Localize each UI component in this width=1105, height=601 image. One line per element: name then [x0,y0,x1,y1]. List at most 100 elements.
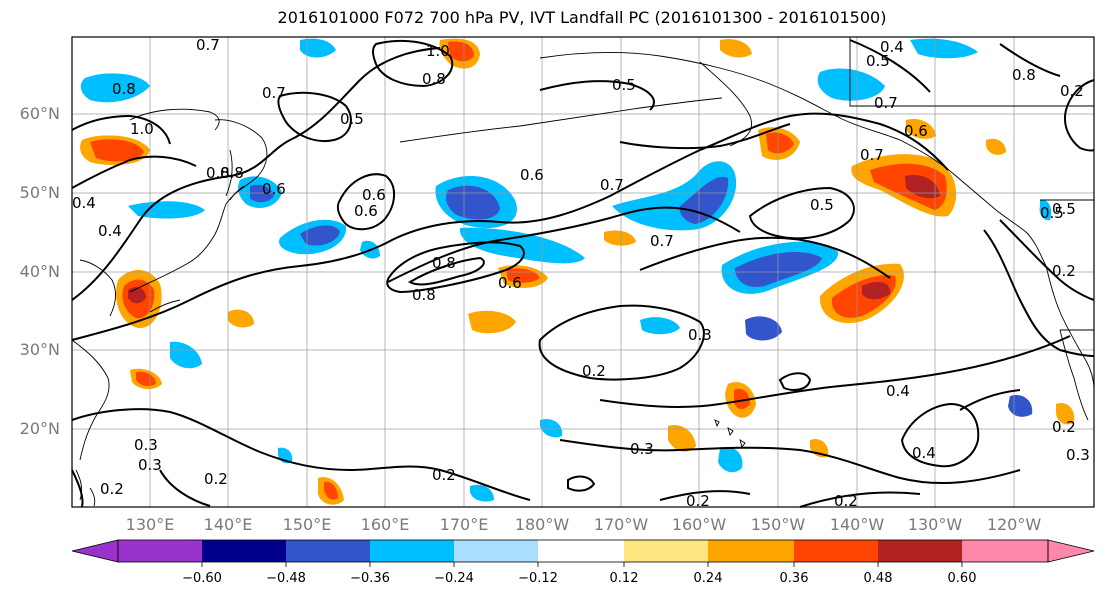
shade-neg-18 [470,484,494,502]
contour-label: 0.6 [262,180,286,198]
contour-15 [336,173,395,231]
shade-pos-7 [468,310,516,334]
contour-22 [639,236,891,279]
contour-label: 0.8 [220,164,244,182]
contour-label: 0.2 [100,480,124,498]
colorbar-tick-label: −0.24 [434,571,474,586]
contour-5 [408,256,485,286]
lon-label: 170°E [439,515,489,534]
contour-label: 0.5 [810,196,834,214]
colorbar-segment [878,540,962,562]
contour-13 [999,219,1095,301]
contour-label: 0.7 [650,232,674,250]
contour-3 [387,206,741,283]
shade-pos-13b [136,371,156,387]
contour-label: 0.8 [112,80,136,98]
coast-japan [129,185,245,313]
contour-label: 0.7 [262,84,286,102]
contour-12 [983,229,1095,357]
colorbar-segment [624,540,708,562]
coast-baja [1059,329,1089,421]
contour-label: 0.8 [206,164,230,182]
lat-label: 60°N [19,104,60,123]
lat-label: 30°N [19,340,60,359]
shade-neg-12 [170,341,202,369]
contour-29 [659,490,751,501]
contour-label: 1.0 [426,42,450,60]
contour-10 [748,186,855,240]
coast-china [71,339,110,461]
shade-neg-10 [640,317,680,335]
contour-label: 0.2 [1052,418,1076,436]
contour-9 [559,439,1021,485]
lon-label: 150°W [750,515,806,534]
shade-neg-7 [80,73,150,103]
island-hawaii [714,419,746,448]
contour-label: 0.2 [834,492,858,510]
lon-label: 170°W [593,515,649,534]
colorbar-outline [117,539,1049,563]
colorbar-extend-low [71,539,119,563]
contour-label: 0.2 [582,362,606,380]
pc-shading [80,38,1075,505]
contour-27 [71,469,84,508]
colorbar-segment [708,540,794,562]
contour-30 [799,491,921,508]
contour-label: 0.2 [432,466,456,484]
colorbar-tick-label: 0.48 [863,571,893,586]
shade-pos-2c [862,281,891,300]
lon-label: 160°W [671,515,727,534]
colorbar-segment [454,540,538,562]
coast-aleutians [399,97,723,143]
contour-label: 0.5 [1040,204,1064,222]
contour-label: 0.4 [886,382,910,400]
lon-label: 180°W [514,515,570,534]
colorbar-segment [202,540,286,562]
contour-31 [959,389,1021,411]
contour-28 [159,469,211,507]
contour-1 [71,47,441,301]
shade-pos-8b [734,388,750,410]
contour-21 [619,123,791,150]
shade-pos-15 [228,309,254,328]
shade-neg-16 [300,38,336,58]
contour-label: 0.6 [354,202,378,220]
lon-label: 130°W [907,515,963,534]
contour-label: 0.3 [688,326,712,344]
shade-neg-15 [910,38,978,59]
lon-label: 140°W [829,515,885,534]
shade-pos-16 [1056,402,1075,425]
shade-pos-5b [448,41,474,62]
shade-neg-9 [817,68,885,101]
shade-neg-1b [446,185,500,220]
contour-label: 0.3 [1066,446,1090,464]
contour-label: 0.7 [600,176,624,194]
map-frame [71,36,1095,508]
contour-label: 0.8 [412,286,436,304]
contour-label: 0.4 [72,194,96,212]
shade-pos-14 [604,230,636,246]
shade-pos-10 [720,39,752,58]
contour-2 [71,112,949,341]
contour-label: 0.6 [362,186,386,204]
shade-pos-3b [90,139,144,162]
contour-label: 0.5 [866,52,890,70]
colorbar-tick-label: −0.48 [266,571,306,586]
contour-label: 0.8 [1012,66,1036,84]
colorbar-tick-label: 0.12 [609,571,639,586]
colorbar-segment [794,540,878,562]
shade-pos-9b [766,132,794,154]
shade-neg-20 [1039,199,1052,221]
map-title: 2016101000 F072 700 hPa PV, IVT Landfall… [277,8,887,27]
contour-label: 1.0 [130,120,154,138]
contour-label: 0.2 [686,492,710,510]
coast-sakhalin [225,149,233,197]
contour-label: 0.8 [432,254,456,272]
colorbar-tick-label: 0.36 [779,571,809,586]
contour-label: 0.2 [1052,262,1076,280]
pv-contours [71,39,1095,508]
contour-26 [999,43,1061,77]
lon-label: 160°E [360,515,410,534]
contour-18 [71,155,197,189]
islands-philippines [75,469,96,507]
